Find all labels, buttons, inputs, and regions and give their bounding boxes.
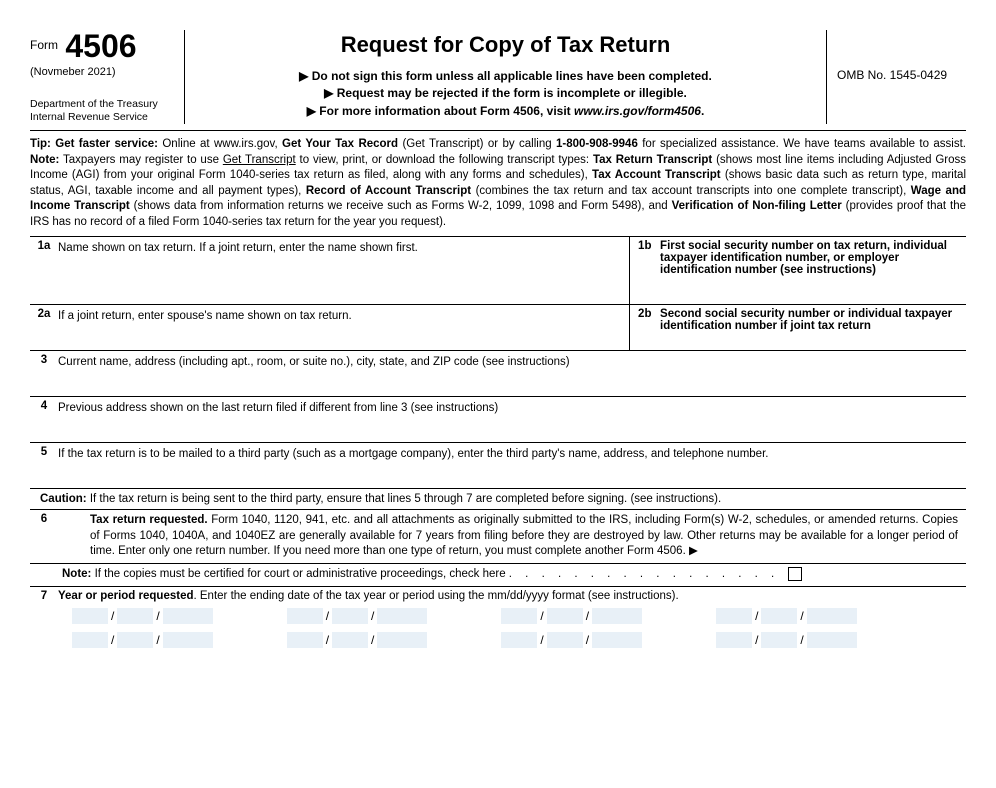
date-input-4[interactable]: // (714, 608, 859, 624)
line-2b[interactable]: 2bSecond social security number or indiv… (629, 305, 966, 350)
date-row-2: // // // // (30, 628, 966, 652)
form-number: 4506 (65, 30, 136, 62)
line-4[interactable]: 4Previous address shown on the last retu… (30, 397, 966, 443)
date-input-1[interactable]: // (70, 608, 215, 624)
line-2: 2aIf a joint return, enter spouse's name… (30, 305, 966, 351)
line-1b[interactable]: 1bFirst social security number on tax re… (629, 237, 966, 304)
line-3[interactable]: 3Current name, address (including apt., … (30, 351, 966, 397)
date-input-3[interactable]: // (499, 608, 644, 624)
line-1: 1aName shown on tax return. If a joint r… (30, 237, 966, 305)
form-date: (Novmeber 2021) (30, 66, 176, 78)
date-input-5[interactable]: // (70, 632, 215, 648)
line-6-note: Note: If the copies must be certified fo… (30, 564, 966, 587)
line-7: 7Year or period requested. Enter the end… (30, 587, 966, 604)
form-subtitle: ▶ Do not sign this form unless all appli… (195, 68, 816, 120)
certified-checkbox[interactable] (788, 567, 802, 581)
form-word: Form (30, 38, 58, 52)
date-input-7[interactable]: // (499, 632, 644, 648)
line-6: 6Tax return requested. Form 1040, 1120, … (30, 510, 966, 564)
form-title: Request for Copy of Tax Return (195, 32, 816, 58)
form-header: Form 4506 (Novmeber 2021) Department of … (30, 30, 966, 131)
date-row-1: // // // // (30, 604, 966, 628)
header-center: Request for Copy of Tax Return ▶ Do not … (185, 30, 826, 124)
department: Department of the Treasury Internal Reve… (30, 98, 176, 124)
omb-number: OMB No. 1545-0429 (826, 30, 966, 124)
line-5[interactable]: 5If the tax return is to be mailed to a … (30, 443, 966, 489)
date-input-2[interactable]: // (285, 608, 430, 624)
line-1a[interactable]: 1aName shown on tax return. If a joint r… (30, 237, 629, 304)
date-input-8[interactable]: // (714, 632, 859, 648)
tip-block: Tip: Get faster service: Online at www.i… (30, 131, 966, 237)
line-2a[interactable]: 2aIf a joint return, enter spouse's name… (30, 305, 629, 350)
header-left: Form 4506 (Novmeber 2021) Department of … (30, 30, 185, 124)
caution-text: Caution: If the tax return is being sent… (30, 489, 966, 510)
date-input-6[interactable]: // (285, 632, 430, 648)
